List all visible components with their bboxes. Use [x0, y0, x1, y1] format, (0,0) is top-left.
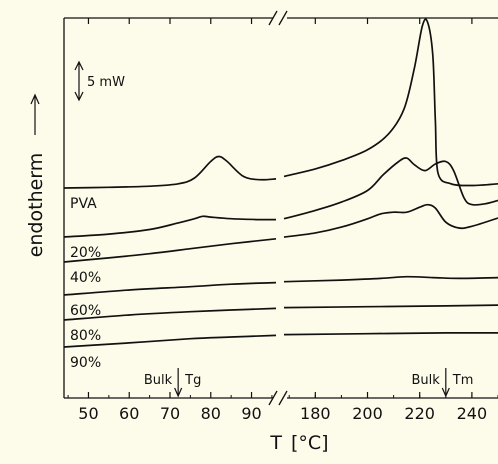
x-axis-unit: [°C] — [291, 432, 329, 454]
y-axis-label: endotherm — [25, 153, 47, 258]
scale-bar-arrow-down — [74, 91, 84, 102]
series-label-60pct: 60% — [70, 303, 101, 319]
series-group — [63, 18, 498, 348]
y-axis-arrow-head — [30, 93, 40, 105]
series-60pct-right — [283, 275, 498, 283]
series-label-pva: PVA — [70, 196, 97, 212]
annotation-tm: Tm — [452, 373, 474, 388]
series-label-80pct: 80% — [70, 328, 101, 344]
annotation-tg: Tg — [184, 373, 201, 388]
scale-bar-label: 5 mW — [87, 75, 125, 90]
x-tick-label-70: 70 — [160, 404, 180, 423]
series-90pct-right — [283, 332, 498, 336]
series-pva-right — [283, 18, 498, 187]
series-label-90pct: 90% — [70, 355, 101, 371]
annotation-arrowhead-tg — [174, 387, 183, 398]
series-label-20pct: 20% — [70, 245, 101, 261]
series-labels: PVA 20% 40% 60% 80% 90% — [70, 196, 101, 371]
plot-area — [64, 18, 498, 398]
x-tick-label-60: 60 — [119, 404, 139, 423]
series-40pct-left — [63, 237, 277, 263]
series-60pct-left — [63, 281, 277, 296]
series-pva-left — [63, 155, 277, 189]
y-axis-title: endotherm — [25, 93, 47, 258]
x-tick-label-180: 180 — [300, 404, 331, 423]
x-tick-label-200: 200 — [352, 404, 383, 423]
x-tick-label-90: 90 — [241, 404, 261, 423]
series-20pct-right — [283, 157, 498, 220]
series-80pct-right — [283, 304, 498, 309]
annotations: Bulk Tg Bulk Tm — [144, 368, 474, 398]
x-tick-label-50: 50 — [78, 404, 98, 423]
axis-break-top-a — [268, 10, 278, 26]
scale-bar: 5 mW — [74, 60, 125, 102]
tick-labels: 50 60 70 80 90 180 200 220 240 — [67, 18, 498, 423]
series-20pct-left — [63, 215, 277, 238]
series-40pct-right — [283, 203, 498, 238]
annotation-bulk-tm: Bulk — [411, 373, 440, 388]
axes — [63, 10, 498, 406]
axis-break-bottom-a — [268, 390, 278, 406]
x-axis-title: T [°C] — [269, 432, 328, 454]
series-label-40pct: 40% — [70, 270, 101, 286]
annotation-arrowhead-tm — [441, 387, 450, 398]
series-80pct-left — [63, 307, 277, 321]
x-axis-label: T — [269, 432, 282, 454]
series-90pct-left — [63, 334, 277, 348]
x-tick-label-220: 220 — [404, 404, 435, 423]
axis-break-bottom-b — [278, 390, 288, 406]
axis-break-top-b — [278, 10, 288, 26]
x-tick-label-80: 80 — [201, 404, 221, 423]
x-tick-label-240: 240 — [457, 404, 488, 423]
annotation-bulk-tg: Bulk — [144, 373, 173, 388]
scale-bar-arrow-up — [74, 60, 84, 71]
